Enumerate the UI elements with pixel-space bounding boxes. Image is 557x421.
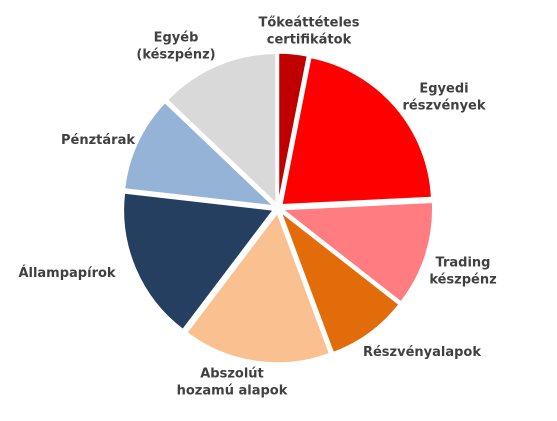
slice-label-line: hozamú alapok bbox=[177, 384, 288, 399]
slice-label-abszolut-hozamu-alapok: Abszolút hozamú alapok bbox=[177, 367, 288, 399]
pie-labels: Tőkeáttételes certifikátok Egyedi részvénye… bbox=[18, 16, 496, 399]
slice-label-line: Tőkeáttételes bbox=[259, 16, 360, 31]
slice-label-line: Pénztárak bbox=[61, 133, 135, 148]
slice-label-line: részvények bbox=[402, 99, 485, 114]
pie-slice-trading-keszpenz bbox=[280, 201, 434, 304]
slice-label-line: Részvényalapok bbox=[363, 345, 481, 360]
slice-label-tokeatteteles-certifikatok: Tőkeáttételes certifikátok bbox=[259, 16, 360, 48]
pie-slice-egyeb-keszpenz bbox=[166, 52, 277, 206]
slice-label-trading-keszpenz: Trading készpénz bbox=[429, 256, 496, 288]
slice-label-line: Állampapírok bbox=[18, 265, 115, 281]
slice-label-reszvenyalapok: Részvényalapok bbox=[363, 345, 481, 360]
pie-slice-abszolut-hozamu-alapok bbox=[185, 211, 331, 364]
pie-slice-reszvenyalapok bbox=[279, 209, 401, 354]
slice-label-line: certifikátok bbox=[267, 33, 352, 48]
pie-slice-egyedi-reszvenyek bbox=[280, 56, 433, 206]
slice-label-allampapirok: Állampapírok bbox=[18, 265, 115, 281]
pie-slice-penztarak bbox=[123, 101, 276, 207]
pie-slice-tokeatteteles-certifikatok bbox=[277, 52, 309, 204]
slice-label-line: készpénz bbox=[429, 273, 496, 288]
slice-label-line: Egyéb bbox=[154, 31, 199, 46]
slice-label-line: (készpénz) bbox=[136, 48, 215, 63]
slice-label-egyeb-keszpenz: Egyéb (készpénz) bbox=[136, 31, 215, 63]
slice-label-line: Trading bbox=[436, 256, 491, 271]
slice-label-egyedi-reszvenyek: Egyedi részvények bbox=[402, 82, 485, 114]
slice-label-line: Egyedi bbox=[419, 82, 468, 97]
slice-label-line: Abszolút bbox=[200, 367, 264, 382]
slice-label-penztarak: Pénztárak bbox=[61, 133, 135, 148]
pie-slices bbox=[122, 52, 434, 364]
pie-slice-allampapirok bbox=[122, 192, 275, 331]
